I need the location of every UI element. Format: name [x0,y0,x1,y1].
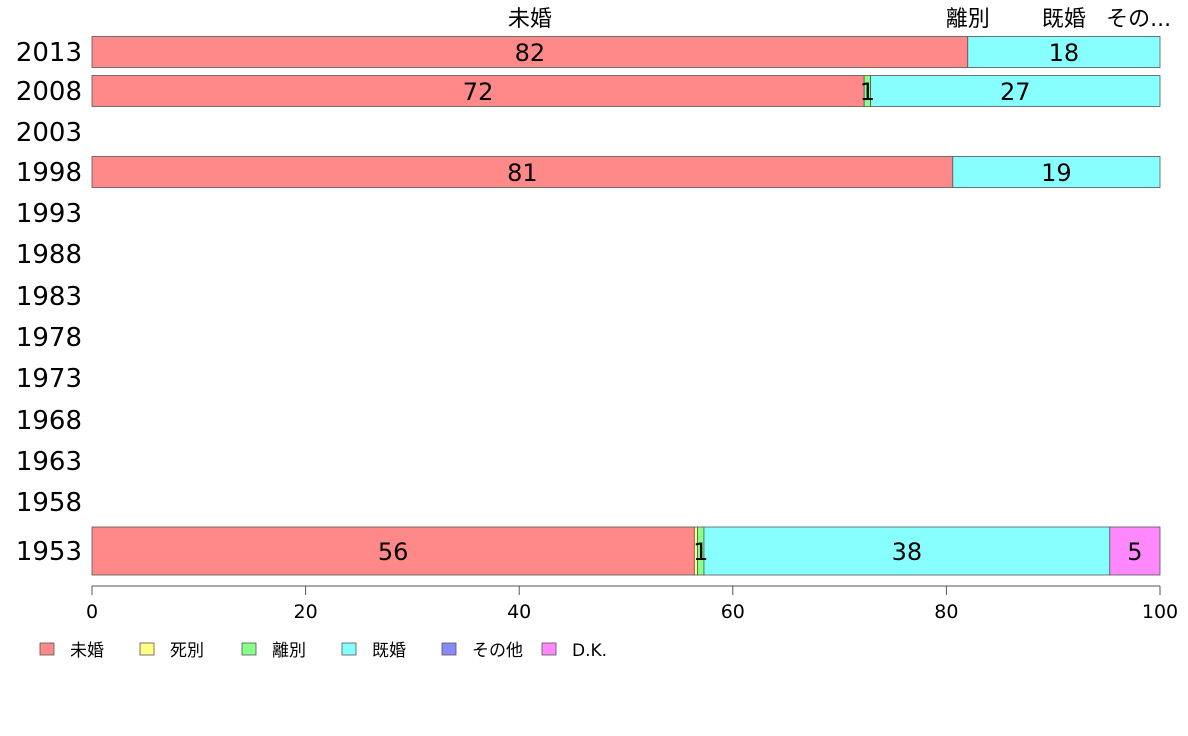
y-tick-label: 1988 [16,240,82,270]
legend-label: その他 [472,641,523,661]
bar-segment [1109,526,1161,576]
top-series-labels: 未婚 離別 既婚 その... [508,7,1171,32]
y-tick-label: 1973 [16,364,82,394]
y-tick-label: 1993 [16,199,82,229]
y-axis-labels: 2013 2008 2003 1998 1993 1988 1983 1978 1973 1968… [16,38,82,567]
legend-swatch [541,642,557,656]
x-axis: 0 20 40 60 80 100 [86,585,1178,623]
bar-segment [91,75,865,107]
legend-label: 死別 [170,641,204,661]
bar-value-label: 27 [1000,78,1031,106]
legend-label: 未婚 [70,641,104,661]
top-series-label: その... [1106,7,1171,32]
legend: 未婚 死別 離別 既婚 その他 D.K. [39,641,607,661]
x-tick-label: 0 [86,601,98,623]
legend-label: 離別 [272,641,306,661]
y-tick-label: 1968 [16,406,82,436]
bar-value-label: 19 [1041,159,1072,187]
bar-value-label: 1 [693,538,708,566]
bar-segment [870,75,1161,107]
x-tick-label: 20 [294,601,318,623]
bar-segment [91,526,695,576]
bar-value-label: 56 [378,538,409,566]
bar-segment [952,156,1161,188]
top-series-label: 未婚 [508,7,552,32]
bar-segment [91,36,969,68]
legend-swatch [39,642,55,656]
y-tick-label: 2008 [16,77,82,107]
y-tick-label: 2013 [16,38,82,68]
x-tick-label: 100 [1142,601,1178,623]
bar-segment [967,36,1161,68]
y-tick-label: 1963 [16,447,82,477]
y-tick-label: 1953 [16,537,82,567]
y-tick-label: 1983 [16,282,82,312]
bar-value-label: 38 [892,538,923,566]
bar-value-label: 82 [515,39,546,67]
y-tick-label: 1958 [16,488,82,518]
bar-segment [91,156,954,188]
y-tick-label: 1978 [16,323,82,353]
legend-label: 既婚 [372,641,406,661]
bar-value-label: 72 [463,78,494,106]
x-tick-label: 40 [507,601,531,623]
bars [91,36,1161,576]
y-tick-label: 2003 [16,118,82,148]
bar-value-label: 81 [507,159,538,187]
legend-swatch [139,642,155,656]
x-tick-label: 80 [934,601,958,623]
legend-swatch [341,642,357,656]
x-tick-label: 60 [721,601,745,623]
legend-swatch [241,642,257,656]
top-series-label: 既婚 [1042,7,1086,32]
bar-value-label: 18 [1049,39,1080,67]
legend-label: D.K. [572,641,607,661]
top-series-label: 離別 [946,7,990,32]
bar-data-labels: 82 18 72 1 27 81 19 56 1 38 5 [378,39,1143,566]
y-tick-label: 1998 [16,158,82,188]
bar-value-label: 1 [860,78,875,106]
bar-value-label: 5 [1127,538,1142,566]
legend-swatch [441,642,457,656]
